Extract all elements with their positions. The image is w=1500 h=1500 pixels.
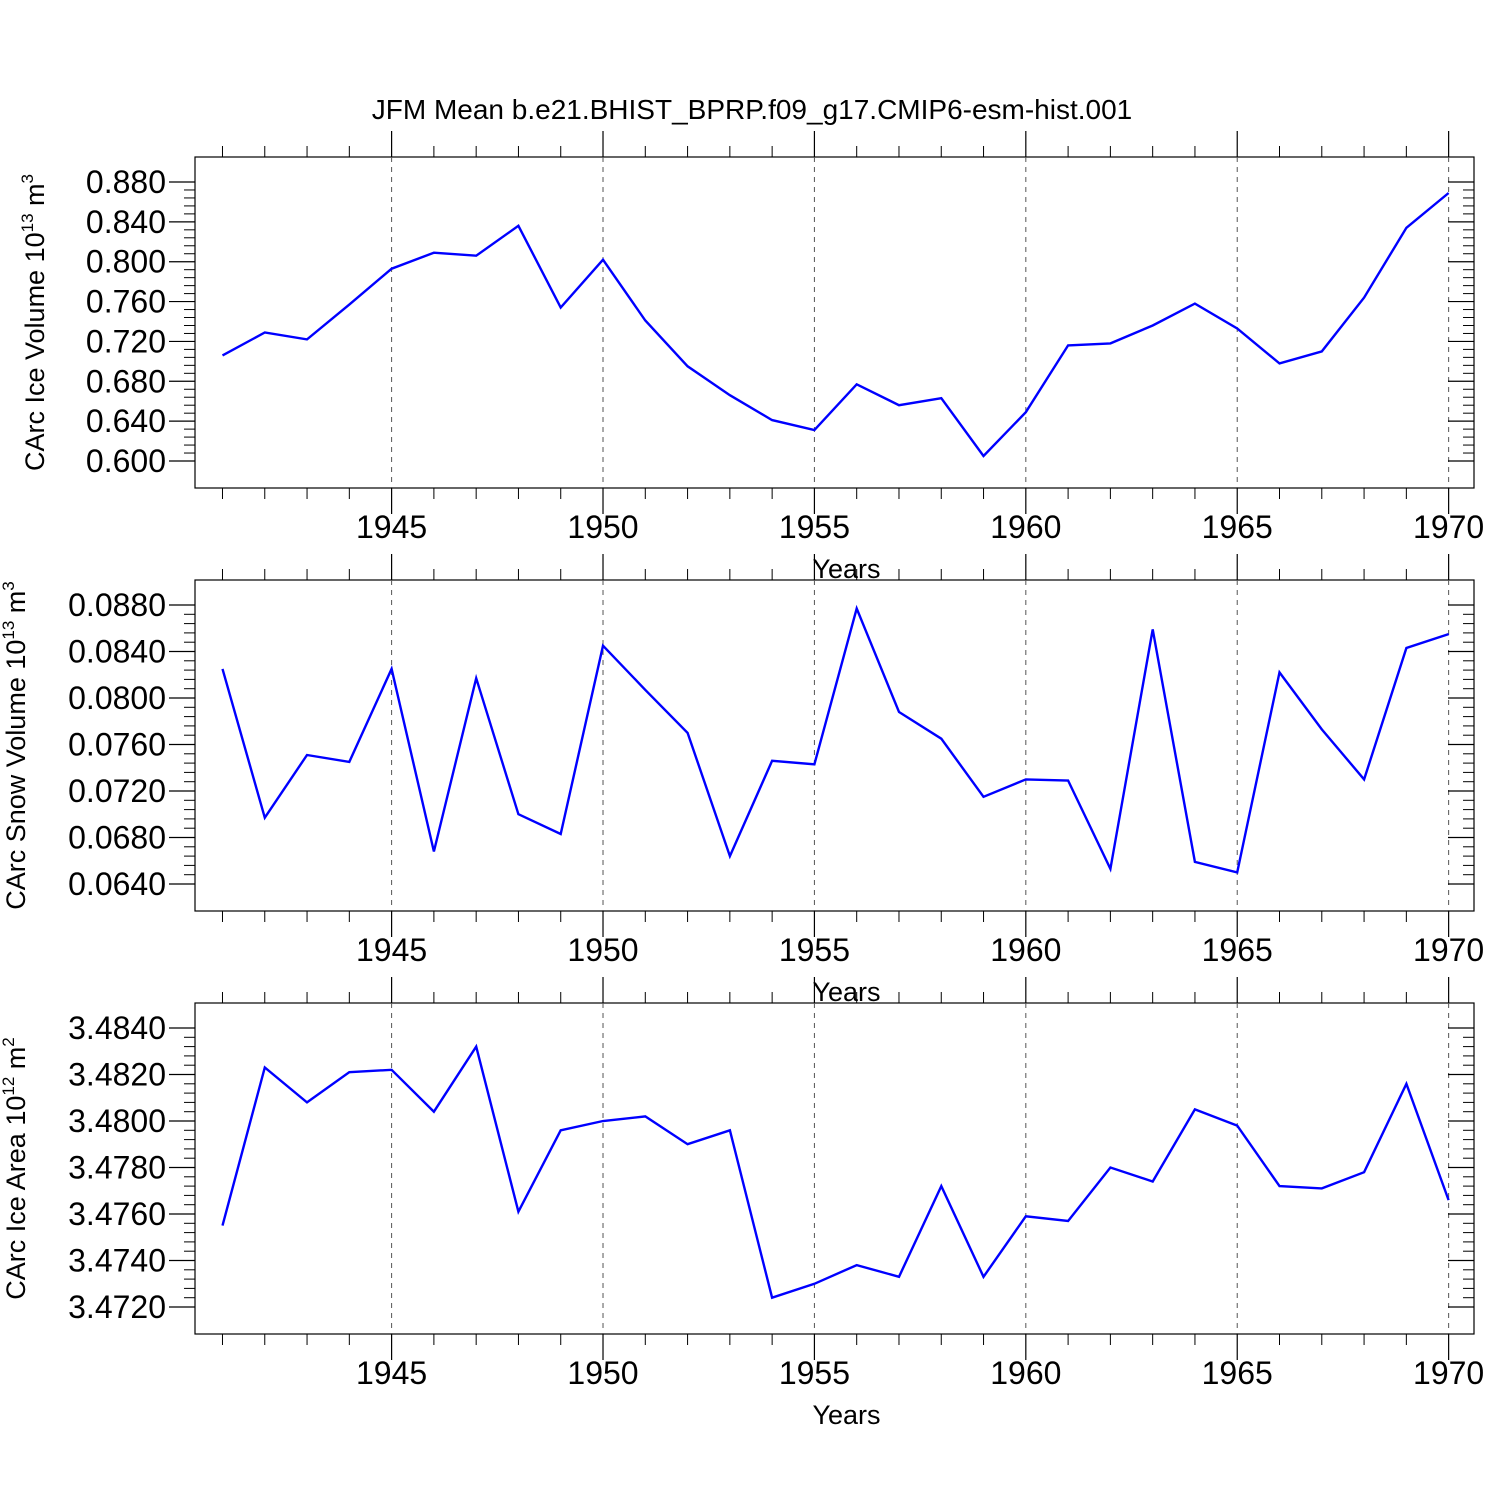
x-axis-label: Years (812, 1400, 880, 1430)
x-tick-label: 1950 (567, 932, 638, 968)
plot-frame (194, 1002, 1475, 1335)
y-axis-label-superscript: 13 (0, 621, 18, 640)
x-tick-label: 1970 (1413, 509, 1484, 545)
y-axis-label-part: m (20, 183, 50, 213)
figure-title: JFM Mean b.e21.BHIST_BPRP.f09_g17.CMIP6-… (372, 94, 1133, 125)
y-tick-label: 0.680 (86, 363, 166, 399)
data-series-line (221, 1043, 1450, 1300)
x-tick-label: 1965 (1202, 932, 1273, 968)
x-tick-label: 1960 (990, 1355, 1061, 1391)
x-tick-label: 1955 (779, 932, 850, 968)
x-tick-label: 1955 (779, 509, 850, 545)
x-tick-label: 1945 (356, 509, 427, 545)
y-axis-label-superscript: 13 (18, 213, 37, 232)
x-tick-label: 1955 (779, 1355, 850, 1391)
y-tick-label: 0.640 (86, 403, 166, 439)
x-tick-label: 1970 (1413, 932, 1484, 968)
y-tick-label: 0.800 (86, 244, 166, 280)
x-tick-label: 1965 (1202, 1355, 1273, 1391)
y-tick-label: 0.0720 (68, 773, 166, 809)
y-tick-label: 0.0760 (68, 727, 166, 763)
y-axis-label-superscript: 3 (0, 581, 18, 590)
ice-area-panel: 3.4720 3.4740 3.4760 3.4780 3.4800 3.4820 3.48… (0, 977, 1484, 1430)
y-axis-label-part: CArc Ice Area 10 (1, 1096, 31, 1300)
x-tick-label: 1970 (1413, 1355, 1484, 1391)
y-tick-label: 3.4760 (68, 1196, 166, 1232)
y-axis-label: CArc Snow Volume 1013 m3 (0, 581, 31, 910)
y-tick-label: 0.880 (86, 164, 166, 200)
y-tick-label: 0.0800 (68, 680, 166, 716)
x-tick-label: 1960 (990, 509, 1061, 545)
y-tick-label: 3.4840 (68, 1010, 166, 1046)
y-tick-label: 3.4800 (68, 1103, 166, 1139)
y-tick-label: 3.4820 (68, 1057, 166, 1093)
y-axis-label-part: m (1, 591, 31, 621)
y-axis-label-part: m (1, 1047, 31, 1077)
y-tick-label: 3.4720 (68, 1289, 166, 1325)
x-axis-label: Years (812, 554, 880, 584)
y-tick-label: 0.0840 (68, 634, 166, 670)
y-tick-label: 0.0880 (68, 587, 166, 623)
plot-frame (194, 579, 1475, 912)
y-tick-label: 3.4780 (68, 1150, 166, 1186)
y-axis-label-superscript: 2 (0, 1037, 18, 1046)
data-series-line (221, 604, 1449, 874)
y-tick-label: 0.0640 (68, 866, 166, 902)
x-tick-label: 1960 (990, 932, 1061, 968)
y-tick-label: 0.720 (86, 323, 166, 359)
y-tick-label: 0.0680 (68, 820, 166, 856)
y-axis-label-part: CArc Ice Volume 10 (20, 232, 50, 471)
plot-frame (194, 156, 1475, 489)
x-tick-label: 1950 (567, 509, 638, 545)
snow-volume-panel: 0.0640 0.0680 0.0720 0.0760 0.0800 0.0840 0.08… (0, 554, 1484, 1007)
x-tick-label: 1950 (567, 1355, 638, 1391)
y-axis-label-part: CArc Snow Volume 10 (1, 640, 31, 910)
y-axis-label-superscript: 3 (18, 174, 37, 183)
y-axis-label: CArc Ice Volume 1013 m3 (18, 174, 50, 471)
x-tick-label: 1945 (356, 932, 427, 968)
x-tick-label: 1945 (356, 1355, 427, 1391)
y-axis-label-superscript: 12 (0, 1077, 18, 1096)
y-axis-label: CArc Ice Area 1012 m2 (0, 1037, 31, 1300)
data-series-line (221, 192, 1450, 458)
y-tick-label: 0.600 (86, 443, 166, 479)
y-tick-label: 3.4740 (68, 1243, 166, 1279)
y-tick-label: 0.760 (86, 284, 166, 320)
y-tick-label: 0.840 (86, 204, 166, 240)
x-axis-label: Years (812, 977, 880, 1007)
x-tick-label: 1965 (1202, 509, 1273, 545)
